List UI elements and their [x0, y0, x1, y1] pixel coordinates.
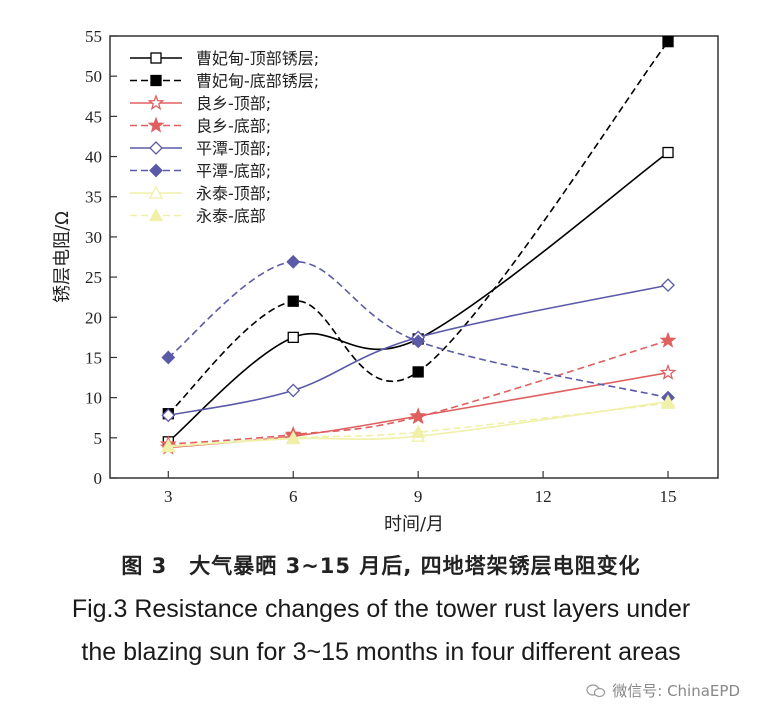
legend-label-4: 良乡-底部;	[196, 117, 271, 136]
y-tick-label: 10	[85, 389, 102, 408]
data-point-s8-p3	[411, 424, 426, 438]
legend-label-6: 平潭-底部;	[196, 162, 271, 181]
data-point-s2-p2	[287, 295, 299, 307]
y-tick-label: 5	[94, 429, 103, 448]
data-point-s6-p1	[161, 350, 176, 365]
x-tick-label: 12	[535, 487, 552, 506]
legend-label-7: 永泰-顶部;	[196, 184, 271, 203]
caption-chinese: 图 3 大气暴晒 3~15 月后, 四地塔架锈层电阻变化	[121, 554, 641, 578]
data-point-s5-p4	[661, 278, 675, 293]
data-point-s3-p4	[659, 363, 677, 380]
x-tick-label: 3	[164, 487, 173, 506]
y-tick-label: 20	[85, 308, 102, 327]
x-tick-label: 9	[414, 487, 423, 506]
data-point-s1-p2	[287, 331, 299, 344]
legend-marker-6	[149, 163, 163, 178]
y-tick-label: 50	[85, 67, 102, 86]
y-tick-label: 25	[85, 268, 102, 287]
x-tick-label: 6	[289, 487, 298, 506]
caption-english-line-1: Fig.3 Resistance changes of the tower ru…	[71, 595, 691, 623]
y-tick-label: 35	[85, 188, 102, 207]
series-line-6	[167, 261, 669, 399]
data-point-s8-p4	[660, 395, 676, 409]
legend-marker-8	[148, 208, 164, 222]
legend-label-3: 良乡-顶部;	[196, 94, 271, 113]
legend-label-2: 曹妃甸-底部锈层;	[196, 72, 319, 91]
x-tick-label: 15	[660, 487, 677, 506]
data-point-s5-p2	[286, 383, 301, 398]
data-point-s8-p2	[286, 430, 301, 444]
x-axis-label: 时间/月	[384, 514, 444, 535]
rust-resistance-chart: 0 5 10 15 20 25 30 35 40 45 50 55 3 6 9 12 15 时间/月 锈层电阻/Ω 曹…	[52, 27, 719, 535]
series-line-1	[167, 151, 669, 443]
data-point-s4-p3	[409, 408, 427, 425]
legend-marker-2	[150, 74, 162, 87]
series-line-4	[168, 339, 669, 446]
y-tick-label: 15	[85, 348, 102, 367]
series-line-2	[167, 41, 669, 415]
legend-marker-1	[150, 52, 162, 64]
y-axis-label: 锈层电阻/Ω	[52, 211, 73, 303]
legend-marker-5	[149, 141, 163, 155]
legend-label-5: 平潭-顶部;	[196, 139, 271, 158]
plot-frame	[109, 35, 719, 479]
y-tick-label: 30	[85, 228, 102, 247]
y-tick-label: 45	[85, 107, 102, 126]
data-point-s6-p3	[411, 334, 426, 349]
data-point-s4-p4	[659, 331, 677, 348]
y-tick-label: 40	[85, 148, 102, 167]
series-line-5	[168, 284, 669, 417]
data-point-s2-p4	[662, 35, 674, 48]
legend-marker-3	[147, 94, 165, 111]
watermark-text: 微信号: ChinaEPD	[612, 682, 740, 700]
wechat-icon	[586, 683, 606, 697]
legend-label-1: 曹妃甸-顶部锈层;	[196, 49, 319, 68]
data-point-s2-p3	[412, 366, 424, 378]
data-point-s1-p4	[662, 146, 674, 159]
caption-english-line-2: the blazing sun for 3~15 months in four …	[81, 638, 681, 666]
data-point-s5-p1	[161, 408, 176, 423]
legend-label-8: 永泰-底部	[196, 207, 266, 226]
series-line-8	[168, 402, 669, 447]
y-tick-label: 0	[94, 469, 103, 488]
legend-marker-4	[147, 116, 165, 133]
legend-marker-7	[148, 185, 164, 199]
watermark: 微信号: ChinaEPD	[586, 680, 740, 701]
data-point-s8-p1	[161, 438, 176, 452]
y-tick-label: 55	[85, 27, 102, 46]
data-point-s6-p2	[286, 254, 301, 269]
